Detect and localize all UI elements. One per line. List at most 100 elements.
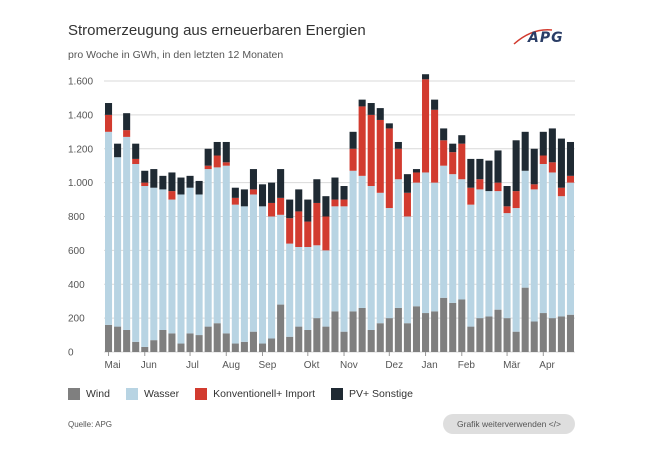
bar-segment-wasser (258, 206, 267, 344)
bar-stack (485, 160, 493, 352)
bar-segment-wasser (467, 204, 475, 327)
bar-segment-wasser (268, 216, 276, 339)
bar-stack (104, 103, 113, 352)
bar-segment-wasser (385, 208, 393, 319)
x-tick-label: Jan (422, 360, 438, 371)
bar-segment-konv (539, 155, 547, 164)
bar-segment-konv (104, 114, 113, 132)
bar-segment-pv (277, 169, 285, 198)
bar-segment-konv (422, 79, 430, 173)
bar-segment-wind (231, 343, 239, 352)
legend-item-wasser: Wasser (125, 388, 180, 400)
bar-segment-pv (494, 150, 502, 183)
bar-segment-wasser (367, 186, 375, 330)
bar-segment-wasser (566, 182, 575, 315)
bar-segment-konv (331, 199, 339, 207)
x-tick-label: Nov (340, 360, 358, 371)
bar-segment-konv (548, 162, 556, 173)
bar-segment-konv (557, 187, 565, 197)
bar-stack (449, 143, 457, 352)
bar-segment-pv (150, 169, 158, 188)
bar-segment-konv (358, 106, 366, 176)
bar-stack (277, 169, 285, 352)
bar-segment-konv (249, 189, 257, 195)
bar-segment-konv (286, 218, 294, 244)
bar-segment-wasser (539, 163, 547, 314)
bar-segment-pv (440, 128, 448, 141)
bar-stack (503, 186, 511, 352)
legend-label-wasser: Wasser (143, 388, 180, 400)
bar-segment-wasser (331, 206, 339, 312)
bar-segment-konv (512, 191, 520, 209)
bar-segment-wasser (204, 169, 212, 327)
bar-segment-wind (440, 297, 448, 352)
chart-subtitle: pro Woche in GWh, in den letzten 12 Mona… (68, 49, 284, 61)
bar-stack (213, 141, 221, 352)
bar-segment-wasser (503, 213, 511, 319)
bar-stack (548, 128, 556, 352)
bar-stack (123, 113, 131, 352)
bar-stack (340, 186, 348, 352)
bar-segment-wind (503, 318, 511, 352)
bar-segment-pv (132, 143, 140, 159)
bar-segment-konv (385, 128, 393, 209)
bar-segment-wasser (132, 163, 140, 342)
bar-segment-wasser (304, 246, 312, 330)
bar-segment-wasser (295, 246, 303, 327)
bar-segment-wind (358, 307, 366, 352)
bar-segment-pv (268, 182, 276, 203)
bar-segment-wind (476, 318, 484, 352)
bar-segment-pv (331, 177, 339, 200)
bar-segment-wasser (485, 191, 493, 317)
bar-stack (141, 170, 149, 352)
bar-segment-pv (566, 141, 575, 176)
bar-segment-wind (449, 302, 457, 352)
bar-segment-wasser (403, 216, 411, 324)
bar-stack (476, 158, 484, 352)
bar-stack (521, 131, 529, 352)
bar-segment-pv (168, 172, 176, 192)
bar-segment-wind (177, 343, 185, 352)
y-tick-label: 1.400 (68, 110, 93, 121)
bar-segment-pv (548, 128, 556, 163)
bar-segment-wind (150, 340, 158, 352)
x-tick-label: Sep (259, 360, 277, 371)
bar-segment-pv (467, 158, 475, 188)
bar-stack (530, 148, 538, 352)
bar-segment-wind (385, 318, 393, 352)
bar-segment-wasser (186, 187, 194, 334)
bar-segment-wasser (422, 172, 430, 314)
bar-segment-wasser (159, 189, 167, 330)
bar-segment-pv (449, 143, 457, 153)
bar-segment-wasser (548, 172, 556, 319)
y-tick-label: 1.600 (68, 77, 93, 88)
bar-segment-wind (566, 314, 575, 352)
bar-segment-wasser (431, 182, 439, 312)
reuse-graphic-button[interactable]: Grafik weiterverwenden </> (443, 414, 575, 434)
bar-segment-pv (512, 140, 520, 192)
x-tick-label: Jul (186, 360, 199, 371)
x-tick-label: Apr (539, 360, 555, 371)
bar-segment-konv (340, 199, 348, 207)
x-tick-label: Mär (503, 360, 521, 371)
bar-stack (249, 169, 257, 352)
bar-segment-pv (530, 148, 538, 185)
bar-segment-wasser (195, 194, 203, 336)
bar-segment-konv (367, 114, 375, 187)
bar-segment-wind (458, 299, 466, 352)
y-tick-label: 600 (68, 246, 85, 257)
bar-segment-wasser (521, 170, 529, 288)
bar-stack (204, 148, 212, 352)
bar-segment-pv (295, 189, 303, 212)
bar-segment-wind (548, 318, 556, 352)
bar-segment-wasser (249, 194, 257, 332)
bar-segment-pv (431, 99, 439, 110)
bar-segment-pv (394, 141, 402, 149)
bar-segment-pv (503, 186, 511, 207)
bar-segment-konv (123, 130, 131, 137)
logo-swoosh-icon (513, 29, 553, 45)
bar-segment-wasser (123, 136, 131, 330)
bar-segment-konv (295, 211, 303, 247)
bar-segment-wind (322, 326, 330, 352)
bar-stack (304, 199, 312, 352)
